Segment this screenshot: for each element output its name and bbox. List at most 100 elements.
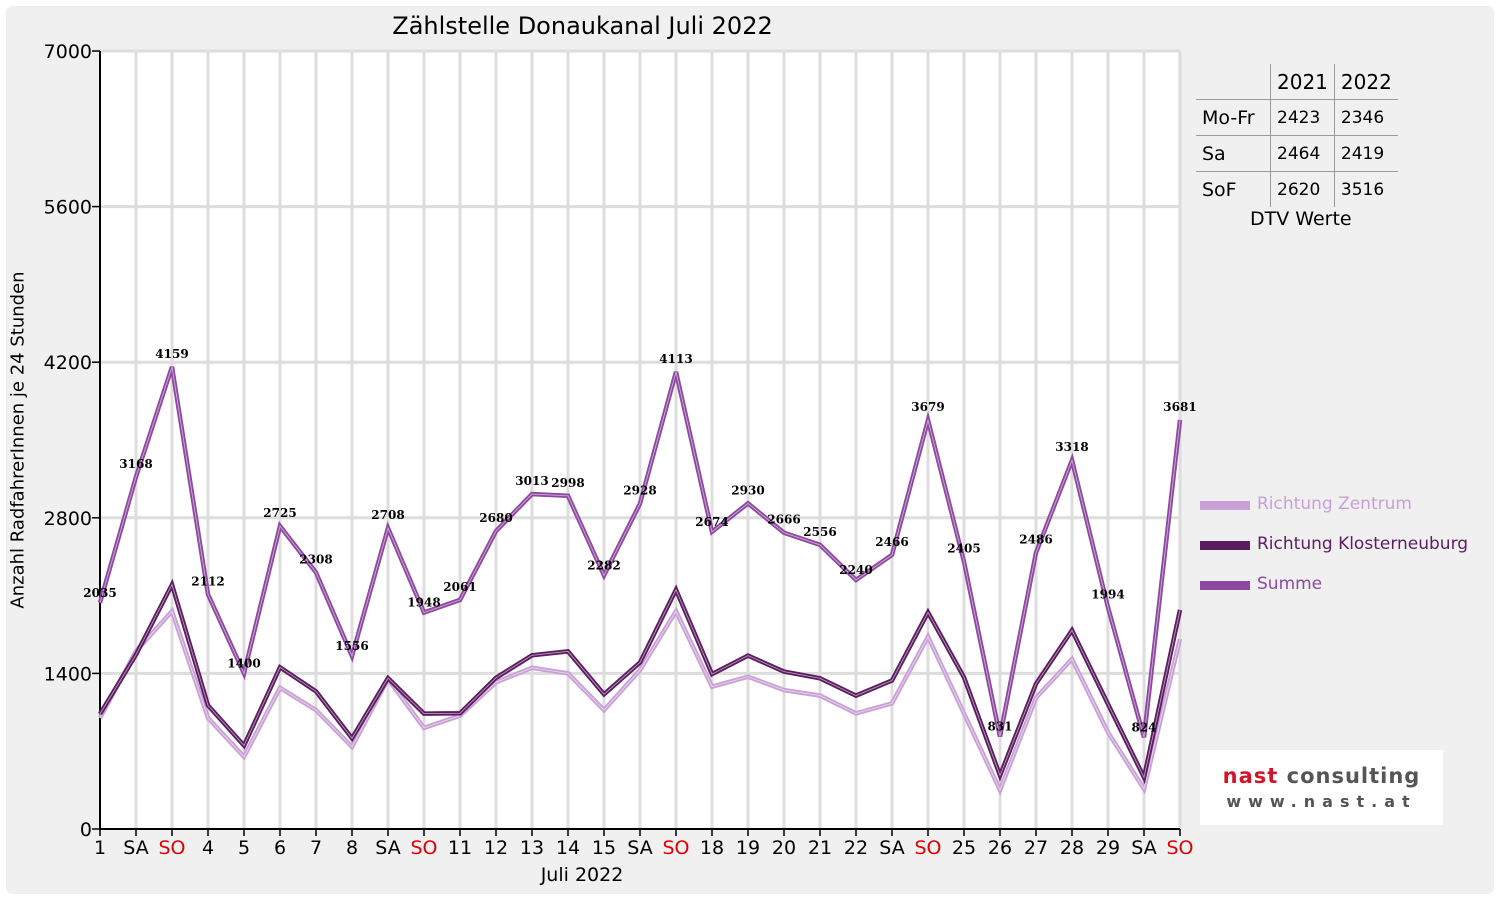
x-tick-label: SO [1166,837,1193,859]
dtv-value: 2620 [1270,171,1335,207]
data-label: 2282 [587,558,620,572]
data-label: 3679 [911,400,944,414]
x-tick-label: 11 [448,837,472,859]
data-label: 2035 [83,586,116,600]
data-label: 2556 [803,525,836,539]
data-label: 2680 [479,511,512,525]
x-tick-label: SO [410,837,437,859]
data-label: 1948 [407,595,440,609]
data-label: 2674 [695,515,728,529]
x-tick-label: SA [879,837,904,859]
x-tick-label: 14 [556,837,580,859]
data-label: 2486 [1019,533,1052,547]
logo-web-address: www.nast.at [1226,792,1417,811]
dtv-row-label: Sa [1196,135,1271,172]
dtv-row-label: SoF [1202,178,1237,201]
data-label: 2112 [191,574,224,588]
y-tick-label: 1400 [44,663,92,685]
logo-part1: nast [1222,764,1279,788]
dtv-year-2021: 2021 [1270,64,1335,100]
series-line-highlight-0 [99,610,1181,792]
x-tick-label: 21 [808,837,832,859]
legend-swatch-summe [1200,581,1250,590]
chart-title: Zählstelle Donaukanal Juli 2022 [392,12,773,40]
dtv-corner-cell [1196,64,1271,100]
logo-part2: consulting [1286,764,1421,788]
y-tick-label: 4200 [44,352,92,374]
x-tick-label: SO [914,837,941,859]
x-tick-label: 1 [94,837,106,859]
data-label: 1400 [227,656,260,670]
y-tick-label: 5600 [44,197,92,219]
x-tick-label: 12 [484,837,508,859]
x-tick-label: 15 [592,837,616,859]
dtv-table: 2021 2022 Mo-Fr 2423 2346 Sa 2464 2419 S… [1196,64,1398,207]
dtv-row-mofr: Mo-Fr 2423 2346 [1196,99,1398,136]
y-tick-label: 7000 [44,41,92,63]
x-tick-label: SO [158,837,185,859]
dtv-value: 2464 [1270,135,1335,172]
dtv-row-sa: Sa 2464 2419 [1196,135,1398,172]
logo-wordmark: nast consulting [1200,764,1443,788]
y-tick-label: 0 [80,819,92,841]
x-tick-label: 28 [1060,837,1084,859]
x-tick-label: 26 [988,837,1012,859]
data-label: 2466 [875,535,908,549]
x-tick-label: 6 [274,837,286,859]
x-tick-label: SA [1131,837,1156,859]
y-axis-label: Anzahl RadfahrerInnen je 24 Stunden [7,271,29,609]
data-label: 824 [1131,720,1156,734]
dtv-value: 2423 [1270,99,1335,136]
x-tick-label: 18 [700,837,724,859]
dtv-year-2022: 2022 [1333,64,1398,100]
data-label: 831 [987,720,1012,734]
x-tick-label: 27 [1024,837,1048,859]
dtv-value: 2419 [1333,135,1398,172]
x-axis-label: Juli 2022 [540,864,624,886]
series-line-highlight-1 [99,583,1181,779]
legend-swatch-zentrum [1200,501,1250,510]
data-label: 1994 [1091,587,1124,601]
dtv-row-label: Mo-Fr [1196,99,1271,136]
data-label: 2666 [767,513,800,527]
x-tick-label: SO [662,837,689,859]
dtv-header-row: 2021 2022 [1196,64,1398,100]
series-line-highlight-2 [99,366,1181,738]
x-tick-label: 22 [844,837,868,859]
legend-label-zentrum: Richtung Zentrum [1257,494,1412,514]
dtv-value: 2346 [1333,99,1398,136]
x-tick-label: SA [627,837,652,859]
legend-swatch-klosterneuburg [1200,541,1250,550]
x-tick-label: 8 [346,837,358,859]
data-label: 4113 [659,352,692,366]
x-tick-label: 13 [520,837,544,859]
dtv-row-sof: SoF 2620 3516 [1196,171,1398,207]
data-label: 2405 [947,542,980,556]
x-tick-label: SA [375,837,400,859]
legend-label-klosterneuburg: Richtung Klosterneuburg [1257,534,1469,554]
data-label: 2930 [731,483,764,497]
data-label: 2240 [839,563,872,577]
nast-consulting-logo: nast consulting www.nast.at [1200,750,1443,825]
data-label: 1556 [335,639,368,653]
y-tick-label: 2800 [44,508,92,530]
legend-label-summe: Summe [1257,574,1323,594]
x-tick-label: SA [123,837,148,859]
x-tick-label: 19 [736,837,760,859]
dtv-value: 3516 [1333,171,1398,207]
x-tick-label: 25 [952,837,976,859]
data-label: 2061 [443,580,476,594]
data-label: 3318 [1055,440,1088,454]
data-label: 2725 [263,506,296,520]
data-label: 2998 [551,476,584,490]
dtv-caption: DTV Werte [1250,208,1352,230]
data-label: 3013 [515,474,548,488]
data-label: 3681 [1163,400,1196,414]
x-tick-label: 4 [202,837,214,859]
data-label: 2928 [623,484,656,498]
x-tick-label: 7 [310,837,322,859]
data-label: 3168 [119,457,152,471]
data-label: 2308 [299,552,332,566]
data-label: 4159 [155,347,188,361]
